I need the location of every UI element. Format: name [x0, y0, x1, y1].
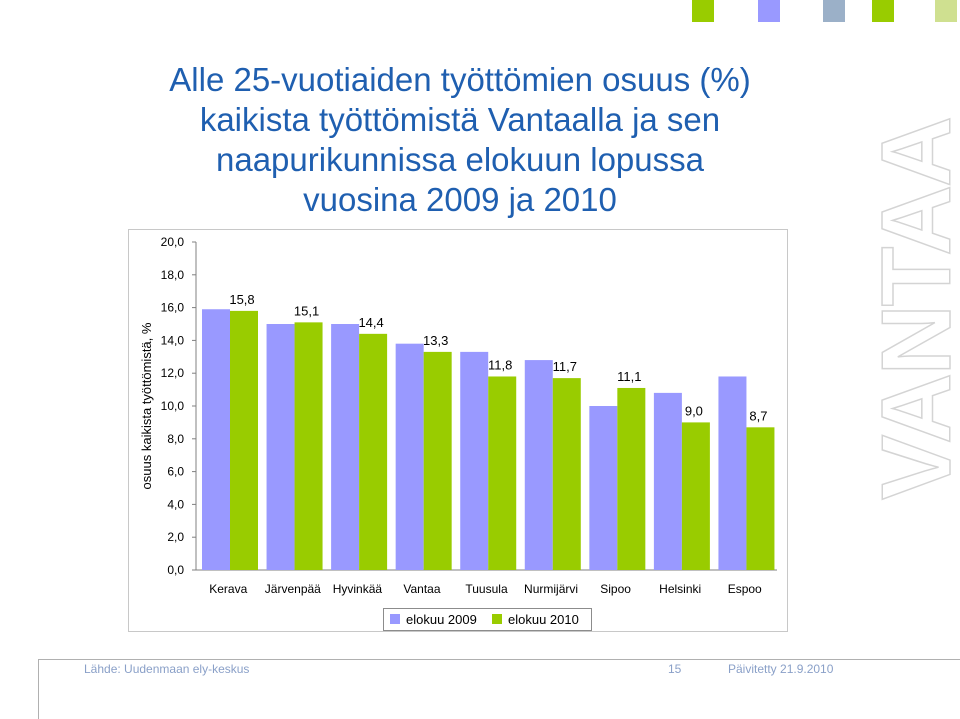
y-tick-label: 8,0	[167, 432, 184, 446]
bar-2010	[359, 333, 388, 570]
bar-2010	[552, 378, 581, 570]
bar-2009	[589, 406, 618, 570]
slide-title: Alle 25-vuotiaiden työttömien osuus (%) …	[120, 60, 800, 220]
legend-label-2010: elokuu 2010	[508, 612, 579, 627]
data-label: 11,8	[488, 357, 512, 372]
y-tick-label: 2,0	[167, 530, 184, 544]
data-label: 14,4	[358, 315, 383, 330]
y-tick-label: 16,0	[161, 301, 185, 315]
bar-2010	[294, 322, 323, 570]
bar-2010	[423, 351, 452, 570]
bar-chart: 0,0 2,0 4,0 6,0 8,0 10,0 12,0 14,0 16,0 18,0 20,0 o…	[139, 235, 777, 596]
category-label: Vantaa	[403, 582, 440, 596]
category-label: Järvenpää	[265, 582, 321, 596]
bar-2009	[266, 324, 295, 570]
y-tick-label: 4,0	[167, 497, 184, 511]
footer-page-number: 15	[668, 662, 682, 676]
bar-2009	[524, 360, 553, 570]
bar-2010	[488, 376, 517, 570]
bar-2009	[202, 309, 230, 570]
title-line-4: vuosina 2009 ja 2010	[303, 181, 617, 218]
deco-square-1	[692, 0, 714, 22]
legend-swatch-2009	[390, 614, 400, 624]
title-line-1: Alle 25-vuotiaiden työttömien osuus (%)	[169, 61, 751, 98]
watermark-text: VANTAA	[872, 118, 960, 500]
data-label: 11,1	[617, 369, 641, 384]
deco-square-4	[872, 0, 894, 22]
footer-divider-vertical	[38, 659, 39, 719]
vantaa-watermark: VANTAA	[872, 117, 960, 500]
title-line-2: kaikista työttömistä Vantaalla ja sen	[199, 101, 721, 138]
top-decoration	[660, 0, 960, 22]
category-label: Kerava	[209, 582, 247, 596]
category-label: Sipoo	[600, 582, 631, 596]
bar-2010	[746, 427, 775, 570]
footer-updated: Päivitetty 21.9.2010	[728, 662, 834, 676]
y-tick-label: 10,0	[161, 399, 185, 413]
bar-2009	[460, 351, 489, 570]
y-tick-label: 0,0	[167, 563, 184, 577]
bar-2009	[331, 324, 360, 570]
bar-2010	[230, 310, 258, 570]
y-tick-label: 6,0	[167, 465, 184, 479]
footer-source: Lähde: Uudenmaan ely-keskus	[84, 662, 250, 676]
bar-2010	[617, 387, 646, 570]
legend: elokuu 2009 elokuu 2010	[383, 608, 592, 631]
y-tick-label: 20,0	[161, 235, 185, 249]
y-tick-label: 12,0	[161, 366, 185, 380]
title-line-3: naapurikunnissa elokuun lopussa	[215, 141, 704, 178]
data-label: 8,7	[749, 408, 767, 423]
data-label: 15,1	[294, 303, 319, 318]
bar-2009	[653, 392, 682, 570]
category-label: Tuusula	[465, 582, 508, 596]
y-tick-label: 18,0	[161, 268, 185, 282]
deco-square-5	[935, 0, 957, 22]
category-label: Nurmijärvi	[524, 582, 578, 596]
deco-square-3	[823, 0, 845, 22]
y-tick-label: 14,0	[161, 333, 185, 347]
category-label: Hyvinkää	[333, 582, 383, 596]
data-label: 11,7	[553, 359, 577, 374]
data-label: 15,8	[229, 292, 254, 307]
data-label: 9,0	[685, 403, 703, 418]
legend-label-2009: elokuu 2009	[406, 612, 477, 627]
y-axis-label: osuus kaikista työttömistä, %	[139, 322, 154, 489]
deco-square-2	[758, 0, 780, 22]
bar-2009	[395, 343, 424, 570]
footer-divider	[38, 659, 960, 660]
chart-frame: 0,0 2,0 4,0 6,0 8,0 10,0 12,0 14,0 16,0 18,0 20,0 o…	[128, 229, 788, 632]
bar-2010	[681, 422, 710, 570]
legend-swatch-2010	[492, 614, 502, 624]
data-label: 13,3	[423, 333, 448, 348]
bar-2009	[718, 376, 747, 570]
category-label: Helsinki	[659, 582, 701, 596]
category-label: Espoo	[728, 582, 762, 596]
